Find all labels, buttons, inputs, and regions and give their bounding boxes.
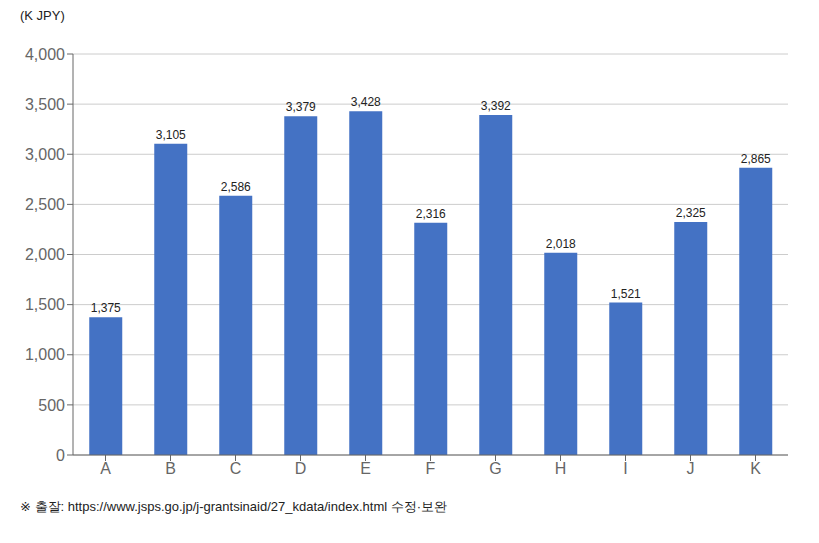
svg-text:C: C [230,460,242,477]
svg-text:A: A [100,460,111,477]
svg-text:0: 0 [56,447,65,464]
html-text:(K JPY): (K JPY) [20,8,65,23]
svg-text:H: H [555,460,567,477]
svg-text:2,865: 2,865 [741,152,771,166]
svg-text:J: J [687,460,695,477]
svg-text:2,316: 2,316 [416,207,446,221]
svg-text:3,000: 3,000 [25,146,65,163]
svg-text:E: E [360,460,371,477]
svg-text:500: 500 [38,397,65,414]
svg-text:3,105: 3,105 [156,128,186,142]
svg-text:4,000: 4,000 [25,46,65,63]
svg-text:3,428: 3,428 [351,95,381,109]
svg-text:G: G [489,460,501,477]
svg-text:K: K [750,460,761,477]
svg-text:2,500: 2,500 [25,196,65,213]
svg-text:3,379: 3,379 [286,100,316,114]
svg-text:2,000: 2,000 [25,246,65,263]
svg-text:3,392: 3,392 [481,99,511,113]
svg-text:2,018: 2,018 [546,237,576,251]
svg-text:3,500: 3,500 [25,96,65,113]
svg-text:2,325: 2,325 [676,206,706,220]
svg-text:1,500: 1,500 [25,296,65,313]
svg-text:I: I [623,460,627,477]
svg-text:F: F [426,460,436,477]
svg-text:1,375: 1,375 [91,301,121,315]
svg-text:1,000: 1,000 [25,346,65,363]
svg-text:D: D [295,460,307,477]
svg-text:B: B [165,460,176,477]
svg-text:2,586: 2,586 [221,180,251,194]
html-text:※ 출잘: https://www.jsps.go.jp/j: ※ 출잘: https://www.jsps.go.jp/j-grantsina… [20,499,448,514]
svg-text:1,521: 1,521 [611,287,641,301]
